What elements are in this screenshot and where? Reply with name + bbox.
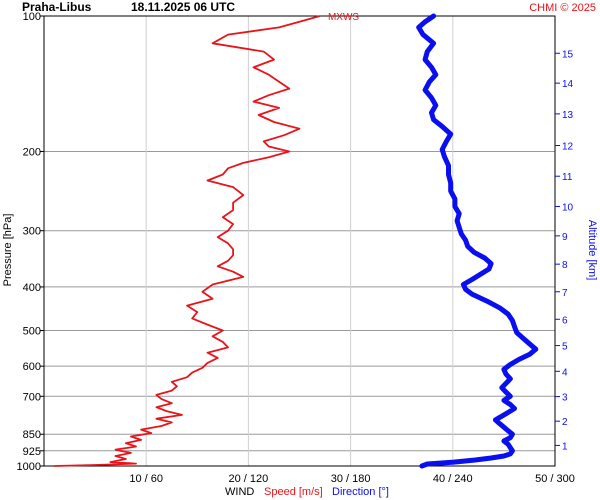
- grid: [44, 15, 556, 467]
- pressure-tick-label-600: 600: [23, 361, 41, 373]
- pressure-tick-label-700: 700: [23, 391, 41, 403]
- series-layer: [54, 13, 539, 469]
- wind-tick-label-50: 50 / 300: [535, 473, 575, 485]
- mxws-annotation: MXWS: [328, 12, 359, 23]
- pressure-tick-label-300: 300: [23, 226, 41, 238]
- altitude-axis-title: Altitude [km]: [586, 220, 598, 281]
- direction-title: Direction [°]: [332, 486, 389, 498]
- altitude-tick-label-6: 6: [562, 315, 568, 326]
- pressure-tick-label-400: 400: [23, 282, 41, 294]
- pressure-tick-label-500: 500: [23, 326, 41, 338]
- pressure-tick-label-925: 925: [23, 446, 41, 458]
- altitude-tick-label-15: 15: [562, 49, 574, 60]
- altitude-tick-label-1: 1: [562, 441, 568, 452]
- altitude-tick-label-3: 3: [562, 393, 568, 404]
- wind-tick-label-40: 40 / 240: [433, 473, 473, 485]
- speed-profile-line: [54, 15, 321, 467]
- altitude-tick-label-2: 2: [562, 417, 568, 428]
- sounding-datetime: 18.11.2025 06 UTC: [131, 0, 235, 14]
- altitude-tick-label-12: 12: [562, 142, 574, 153]
- wind-tick-label-10: 10 / 60: [129, 473, 163, 485]
- wind-tick-label-20: 20 / 120: [229, 473, 269, 485]
- pressure-tick-label-850: 850: [23, 429, 41, 441]
- altitude-tick-label-5: 5: [562, 342, 568, 353]
- station-name: Praha-Libus: [22, 0, 92, 14]
- pressure-axis-title: Pressure [hPa]: [2, 214, 14, 287]
- pressure-tick-label-1000: 1000: [17, 461, 41, 473]
- altitude-tick-label-11: 11: [562, 172, 573, 183]
- speed-title: Speed [m/s]: [264, 486, 323, 498]
- pressure-tick-label-200: 200: [23, 146, 41, 158]
- direction-profile-line: [416, 13, 539, 469]
- wind-title: WIND: [225, 486, 254, 498]
- chmi-credit: CHMI © 2025: [529, 2, 596, 14]
- wind-ticks: 10 / 60 20 / 120 30 / 180 40 / 240 50 / 300: [129, 473, 575, 485]
- altitude-tick-label-4: 4: [562, 367, 568, 378]
- altitude-tick-label-13: 13: [562, 110, 574, 121]
- wind-tick-label-30: 30 / 180: [331, 473, 371, 485]
- pressure-ticks: 100 200 300 400 500 600 700 850 925 1000: [17, 11, 44, 473]
- altitude-tick-label-7: 7: [562, 288, 568, 299]
- pressure-tick-label-100: 100: [23, 11, 41, 23]
- altitude-tick-label-14: 14: [562, 79, 574, 90]
- plot-frame: [43, 15, 556, 467]
- altitude-tick-label-9: 9: [562, 232, 568, 243]
- altitude-tick-label-8: 8: [562, 260, 568, 271]
- altitude-tick-label-10: 10: [562, 202, 574, 213]
